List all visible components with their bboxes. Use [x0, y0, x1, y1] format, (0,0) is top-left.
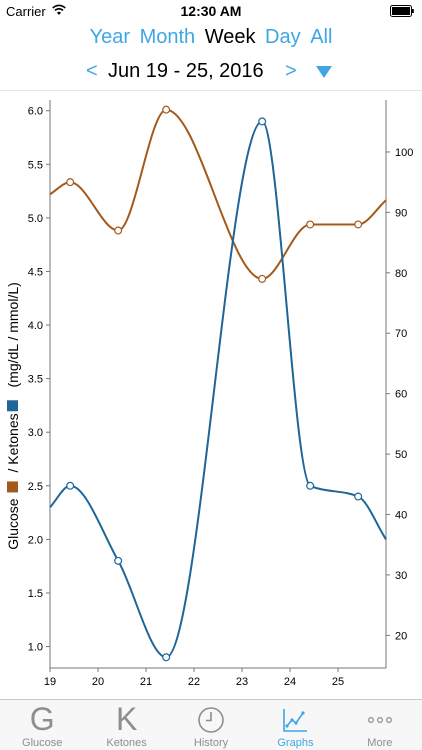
right-axis-tick-label: 70 — [395, 328, 407, 340]
y-axis-title-ketones: / Ketones — [5, 413, 21, 472]
left-axis-tick-label: 3.5 — [28, 374, 43, 386]
series-line-1 — [49, 120, 387, 659]
tab-history[interactable]: History — [169, 700, 253, 750]
tab-graphs[interactable]: Graphs — [253, 700, 337, 750]
range-tabs: Year Month Week Day All — [0, 26, 422, 49]
right-axis-tick-label: 90 — [395, 207, 407, 219]
glucose-letter-icon: G — [29, 701, 55, 737]
data-point-marker — [114, 556, 123, 565]
data-point-marker — [258, 117, 267, 126]
x-axis-tick-label: 23 — [236, 676, 248, 688]
left-axis-tick-label: 6.0 — [28, 106, 43, 118]
right-axis-tick-label: 40 — [395, 510, 407, 522]
right-axis-tick-label: 20 — [395, 630, 407, 642]
right-axis-tick-label: 50 — [395, 449, 407, 461]
tab-glucose[interactable]: G Glucose — [0, 700, 84, 750]
left-axis-tick-label: 1.5 — [28, 588, 43, 600]
right-axis-tick-label: 80 — [395, 268, 407, 280]
data-point-marker — [306, 220, 315, 229]
tab-ketones-label: Ketones — [106, 737, 147, 749]
chart-icon — [283, 709, 308, 732]
wifi-icon — [52, 4, 66, 15]
glucose-ketones-chart[interactable]: Glucose / Ketones (mg/dL / mmol/L) 1.0 1.… — [0, 92, 422, 698]
tab-month[interactable]: Month — [139, 26, 196, 48]
tab-graphs-label: Graphs — [277, 737, 314, 749]
status-time: 12:30 AM — [180, 3, 242, 19]
tab-day[interactable]: Day — [265, 26, 301, 48]
clock-icon — [198, 707, 224, 733]
y-axis-title-units: (mg/dL / mmol/L) — [5, 282, 21, 387]
right-axis-tick-label: 60 — [395, 389, 407, 401]
date-range-label: Jun 19 - 25, 2016 — [108, 60, 264, 82]
ketones-letter-icon: K — [115, 701, 138, 737]
date-navigation: < Jun 19 - 25, 2016 > — [0, 60, 422, 86]
next-week-button[interactable]: > — [285, 60, 297, 82]
data-point-marker — [66, 481, 75, 490]
left-axis-tick-label: 5.5 — [28, 159, 43, 171]
left-axis-tick-label: 4.0 — [28, 320, 43, 332]
left-axis-tick-label: 2.0 — [28, 534, 43, 546]
carrier-label: Carrier — [6, 4, 46, 19]
y-axis-title-glucose: Glucose — [5, 498, 21, 550]
tab-ketones[interactable]: K Ketones — [84, 700, 168, 750]
left-axis-tick-label: 5.0 — [28, 213, 43, 225]
left-axis-tick-label: 2.5 — [28, 481, 43, 493]
battery-icon — [390, 5, 414, 17]
svg-text:Glucose / Ketones: Glucose / Ketones (mg/dL / mmol/L) — [5, 282, 21, 550]
glucose-legend-swatch — [7, 481, 18, 493]
data-point-marker — [114, 226, 123, 235]
x-axis-tick-label: 24 — [284, 676, 296, 688]
x-axis-tick-label: 19 — [44, 676, 56, 688]
x-axis-tick-label: 22 — [188, 676, 200, 688]
right-axis-tick-label: 30 — [395, 570, 407, 582]
x-axis-tick-label: 21 — [140, 676, 152, 688]
tab-bar: G Glucose K Ketones History Graphs More — [0, 699, 422, 750]
y-axis-title: Glucose / Ketones (mg/dL / mmol/L) — [5, 282, 21, 550]
dropdown-triangle-icon[interactable] — [316, 66, 332, 78]
tab-all[interactable]: All — [310, 26, 333, 48]
header-divider — [0, 90, 422, 91]
left-axis-tick-label: 3.0 — [28, 427, 43, 439]
status-bar: Carrier 12:30 AM — [0, 0, 422, 22]
series-line-0 — [49, 108, 387, 280]
more-icon — [367, 717, 392, 724]
x-axis-tick-label: 20 — [92, 676, 104, 688]
tab-week[interactable]: Week — [204, 26, 256, 48]
tab-glucose-label: Glucose — [22, 737, 63, 749]
left-axis-tick-label: 4.5 — [28, 266, 43, 278]
previous-week-button[interactable]: < — [86, 60, 98, 82]
left-axis-tick-label: 1.0 — [28, 642, 43, 654]
tab-more-label: More — [367, 737, 393, 749]
x-axis-tick-label: 25 — [332, 676, 344, 688]
tab-year[interactable]: Year — [89, 26, 130, 48]
data-point-marker — [66, 178, 75, 187]
data-point-marker — [258, 274, 267, 283]
tab-more[interactable]: More — [338, 700, 422, 750]
data-point-marker — [354, 220, 363, 229]
data-point-marker — [306, 481, 315, 490]
data-point-marker — [354, 492, 363, 501]
data-point-marker — [162, 105, 171, 114]
ketones-legend-swatch — [7, 400, 18, 412]
data-point-marker — [162, 653, 171, 662]
tab-history-label: History — [193, 737, 229, 749]
right-axis-tick-label: 100 — [395, 147, 413, 159]
